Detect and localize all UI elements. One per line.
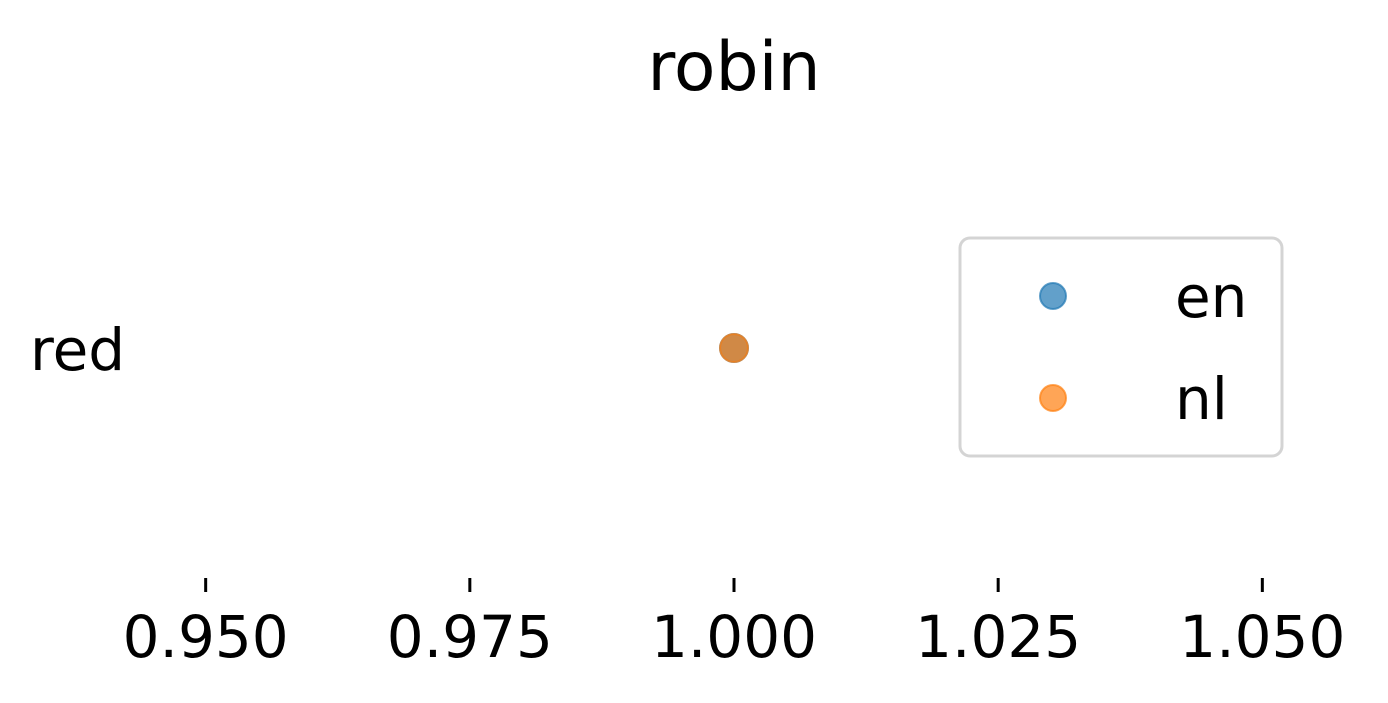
x-tick-label: 1.025: [915, 603, 1081, 671]
x-axis: 0.950 0.975 1.000 1.025 1.050: [123, 578, 1345, 671]
legend-label-en: en: [1175, 263, 1247, 331]
x-tick-label: 1.000: [651, 603, 817, 671]
y-tick-label: red: [30, 316, 125, 384]
legend-marker-nl: [1039, 384, 1067, 412]
x-tick-label: 0.975: [387, 603, 553, 671]
plot-points: [719, 333, 749, 363]
chart-title: robin: [647, 28, 820, 107]
y-axis: red: [30, 316, 125, 384]
x-tick-label: 1.050: [1179, 603, 1345, 671]
legend-label-nl: nl: [1175, 365, 1228, 433]
legend: en nl: [958, 236, 1284, 458]
data-point-nl: [719, 333, 749, 363]
legend-marker-en: [1039, 282, 1067, 310]
x-tick-label: 0.950: [123, 603, 289, 671]
